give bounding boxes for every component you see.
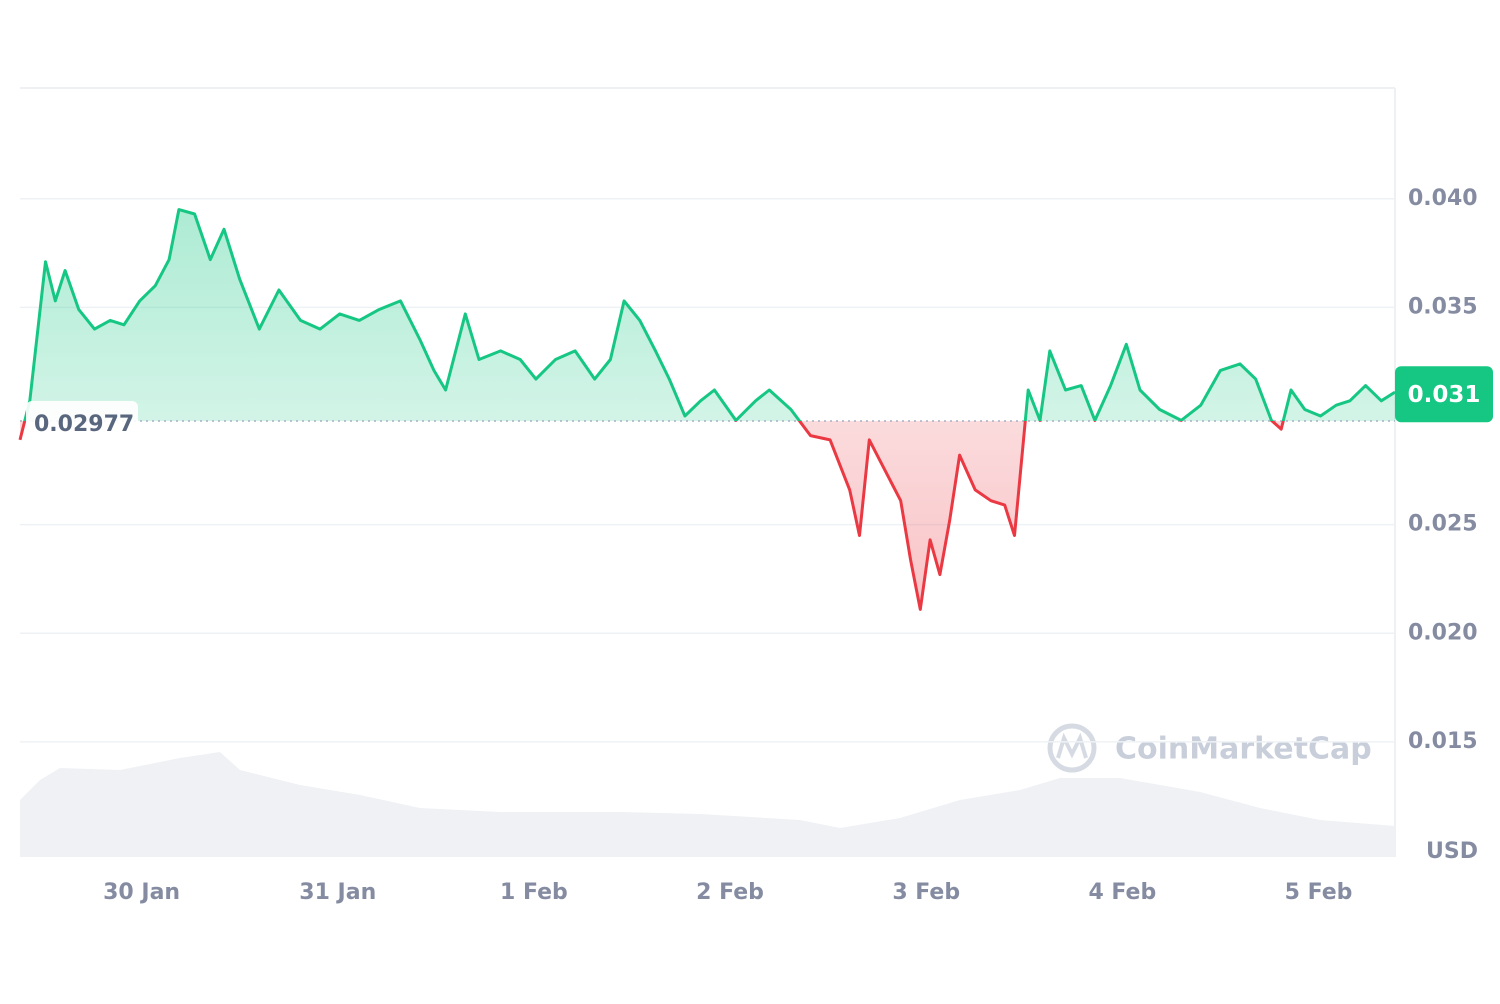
x-tick-label: 1 Feb	[500, 880, 568, 905]
y-tick-label: 0.035	[1408, 294, 1478, 319]
x-tick-label: 2 Feb	[696, 880, 764, 905]
volume-background	[20, 752, 1395, 857]
x-tick-label: 5 Feb	[1285, 880, 1353, 905]
y-tick-label: 0.020	[1408, 620, 1478, 645]
baseline-label: 0.02977	[34, 412, 134, 437]
price-line	[23, 208, 1396, 422]
y-tick-label: 0.040	[1408, 186, 1478, 211]
baseline-label-bg	[26, 401, 138, 440]
current-price-badge	[1395, 366, 1493, 423]
x-tick-label: 3 Feb	[892, 880, 960, 905]
current-price-label: 0.031	[1408, 382, 1481, 408]
x-tick-label: 4 Feb	[1088, 880, 1156, 905]
watermark: CoinMarketCap	[1115, 732, 1372, 767]
x-tick-label: 31 Jan	[299, 880, 376, 905]
area-below	[20, 421, 1284, 610]
x-tick-label: 30 Jan	[103, 880, 180, 905]
y-tick-label: 0.015	[1408, 729, 1478, 754]
unit-label: USD	[1426, 839, 1478, 864]
y-tick-label: 0.025	[1408, 512, 1478, 537]
watermark-logo	[1047, 723, 1097, 773]
area-above	[20, 209, 1395, 422]
